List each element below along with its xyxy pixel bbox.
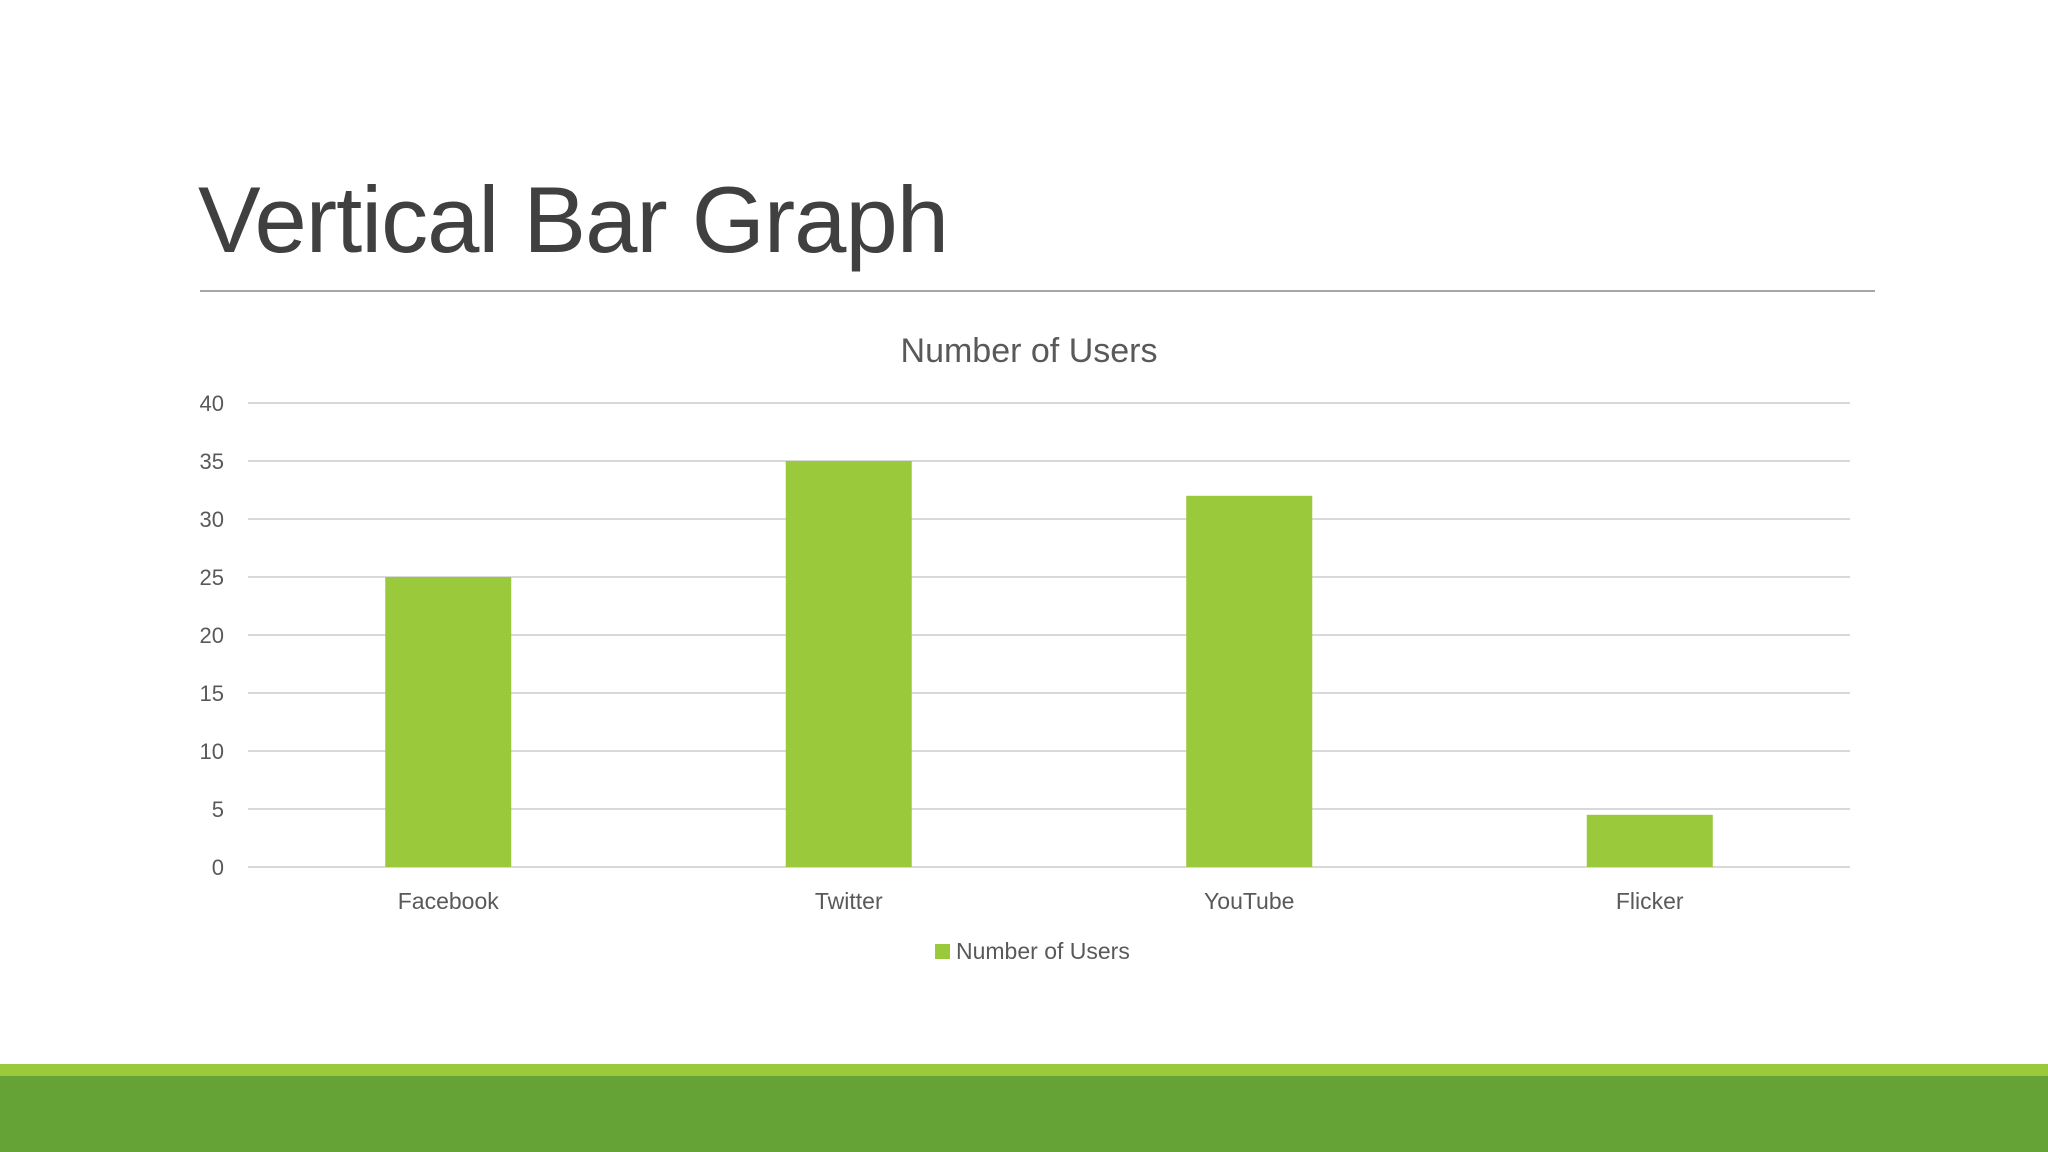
- y-tick-label: 40: [200, 391, 224, 416]
- y-tick-label: 15: [200, 681, 224, 706]
- footer-band: [0, 1076, 2048, 1152]
- y-tick-label: 20: [200, 623, 224, 648]
- y-tick-label: 0: [212, 855, 224, 880]
- x-tick-label: Facebook: [398, 888, 500, 914]
- legend-swatch: [935, 944, 950, 959]
- y-tick-label: 35: [200, 449, 224, 474]
- x-tick-label: Twitter: [815, 888, 883, 914]
- bar-twitter: [785, 461, 912, 867]
- slide-title: Vertical Bar Graph: [198, 167, 949, 272]
- footer-accent-stripe: [0, 1064, 2048, 1076]
- x-axis-labels: Facebook Twitter YouTube Flicker: [398, 888, 1684, 914]
- y-tick-label: 25: [200, 565, 224, 590]
- bars: [385, 461, 1713, 867]
- title-divider: [200, 290, 1875, 292]
- y-tick-label: 30: [200, 507, 224, 532]
- gridlines: [248, 402, 1850, 868]
- legend: Number of Users: [935, 938, 1130, 964]
- bar-youtube: [1186, 495, 1313, 867]
- x-tick-label: YouTube: [1204, 888, 1294, 914]
- y-tick-label: 5: [212, 797, 224, 822]
- x-tick-label: Flicker: [1616, 888, 1684, 914]
- legend-label: Number of Users: [956, 938, 1130, 964]
- y-tick-label: 10: [200, 739, 224, 764]
- bar-facebook: [385, 577, 512, 867]
- chart-title: Number of Users: [901, 332, 1158, 370]
- y-axis-ticks: 0 5 10 15 20 25 30 35 40: [200, 391, 224, 880]
- bar-flicker: [1586, 814, 1713, 867]
